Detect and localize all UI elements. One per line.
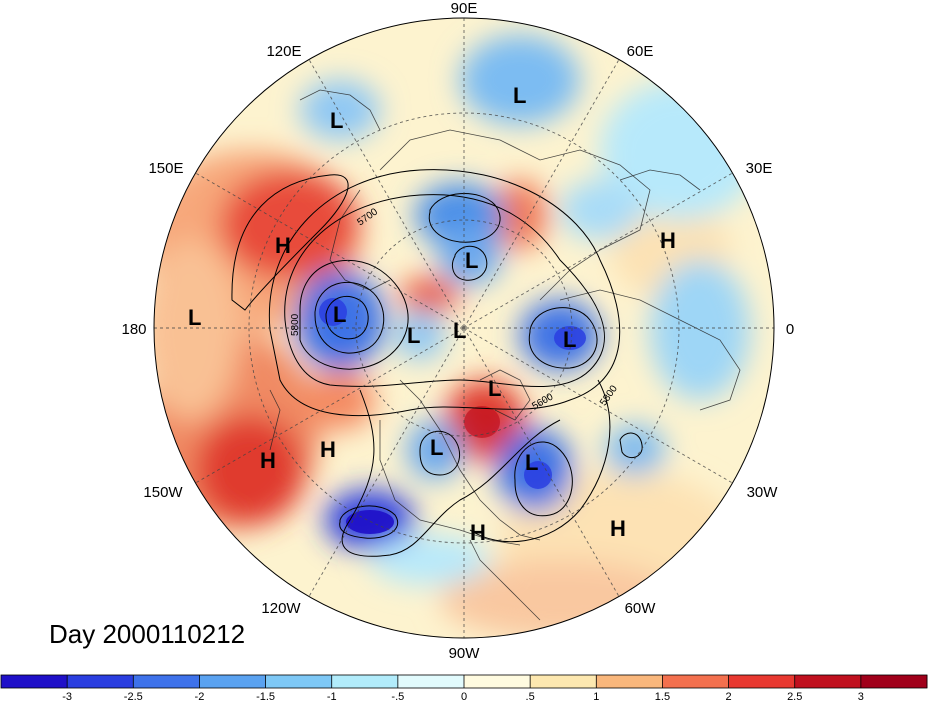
lon-label-60w: 60W bbox=[625, 600, 657, 617]
high-center: H bbox=[320, 437, 336, 462]
lon-label-120w: 120W bbox=[261, 600, 301, 617]
high-center: H bbox=[610, 516, 626, 541]
contour-label: 5800 bbox=[290, 313, 301, 336]
low-center: L bbox=[330, 108, 343, 133]
low-center: L bbox=[333, 302, 346, 327]
lon-label-0: 0 bbox=[786, 321, 794, 338]
colorbar-tick-label: -1 bbox=[327, 691, 337, 702]
anomaly-cores bbox=[319, 298, 586, 534]
colorbar-tick-label: -2.5 bbox=[124, 691, 143, 702]
colorbar-swatch bbox=[794, 675, 862, 688]
colorbar-swatch bbox=[728, 675, 796, 688]
colorbar-swatch bbox=[1, 675, 68, 688]
colorbar-swatch bbox=[265, 675, 333, 688]
high-center: H bbox=[660, 228, 676, 253]
colorbar-tick-label: .5 bbox=[526, 691, 535, 702]
lon-label-60e: 60E bbox=[627, 43, 654, 60]
lon-label-180: 180 bbox=[121, 321, 146, 338]
lon-label-150e: 150E bbox=[148, 160, 183, 177]
high-center: H bbox=[260, 448, 276, 473]
low-center: L bbox=[488, 376, 501, 401]
colorbar-tick-label: 1 bbox=[593, 691, 599, 702]
colorbar-swatch bbox=[67, 675, 134, 688]
colorbar-tick-label: 0 bbox=[461, 691, 467, 702]
pressure-centers: L L L L L L L L L L L H H H H H H bbox=[188, 83, 676, 545]
lon-label-30w: 30W bbox=[747, 484, 779, 501]
colorbar-swatch bbox=[464, 675, 531, 688]
low-center: L bbox=[188, 305, 201, 330]
low-center: L bbox=[430, 435, 443, 460]
longitude-labels: 90E 60E 30E 0 30W 60W 90W 120W 150W 180 … bbox=[121, 0, 794, 662]
colorbar-tick-label: -2 bbox=[195, 691, 205, 702]
colorbar-swatch bbox=[199, 675, 267, 688]
colorbar-tick-label: 2.5 bbox=[787, 691, 802, 702]
lon-label-90e: 90E bbox=[451, 0, 478, 17]
low-center: L bbox=[465, 248, 478, 273]
colorbar-tick-label: -.5 bbox=[391, 691, 404, 702]
colorbar-tick-label: -3 bbox=[62, 691, 72, 702]
height-contours bbox=[231, 169, 643, 557]
low-center: L bbox=[453, 318, 466, 343]
lon-label-120e: 120E bbox=[266, 43, 301, 60]
colorbar-swatch bbox=[133, 675, 200, 688]
low-center: L bbox=[563, 327, 576, 352]
colorbar-swatch bbox=[860, 675, 928, 688]
colorbar-swatch bbox=[530, 675, 597, 688]
low-center: L bbox=[513, 83, 526, 108]
colorbar-tick-label: -1.5 bbox=[256, 691, 275, 702]
low-center: L bbox=[525, 450, 538, 475]
coastlines bbox=[269, 89, 741, 621]
colorbar-tick-label: 1.5 bbox=[655, 691, 670, 702]
lon-label-150w: 150W bbox=[143, 484, 183, 501]
colorbar-swatch bbox=[397, 675, 465, 688]
high-center: H bbox=[275, 233, 291, 258]
colorbar-swatch bbox=[596, 675, 663, 688]
lon-label-30e: 30E bbox=[746, 160, 773, 177]
graticule bbox=[154, 18, 774, 638]
colorbar-tick-label: 2 bbox=[726, 691, 732, 702]
colorbar-swatch bbox=[331, 675, 399, 688]
high-center: H bbox=[470, 520, 486, 545]
date-title: Day 2000110212 bbox=[49, 619, 246, 649]
map-border bbox=[153, 17, 775, 639]
colorbar-swatch bbox=[662, 675, 730, 688]
colorbar-tick-label: 3 bbox=[858, 691, 864, 702]
low-center: L bbox=[407, 323, 420, 348]
lon-label-90w: 90W bbox=[449, 645, 481, 662]
colorbar: -3 -2.5 -2 -1.5 -1 -.5 0 .5 1 1.5 2 2.5 3 bbox=[0, 674, 928, 702]
